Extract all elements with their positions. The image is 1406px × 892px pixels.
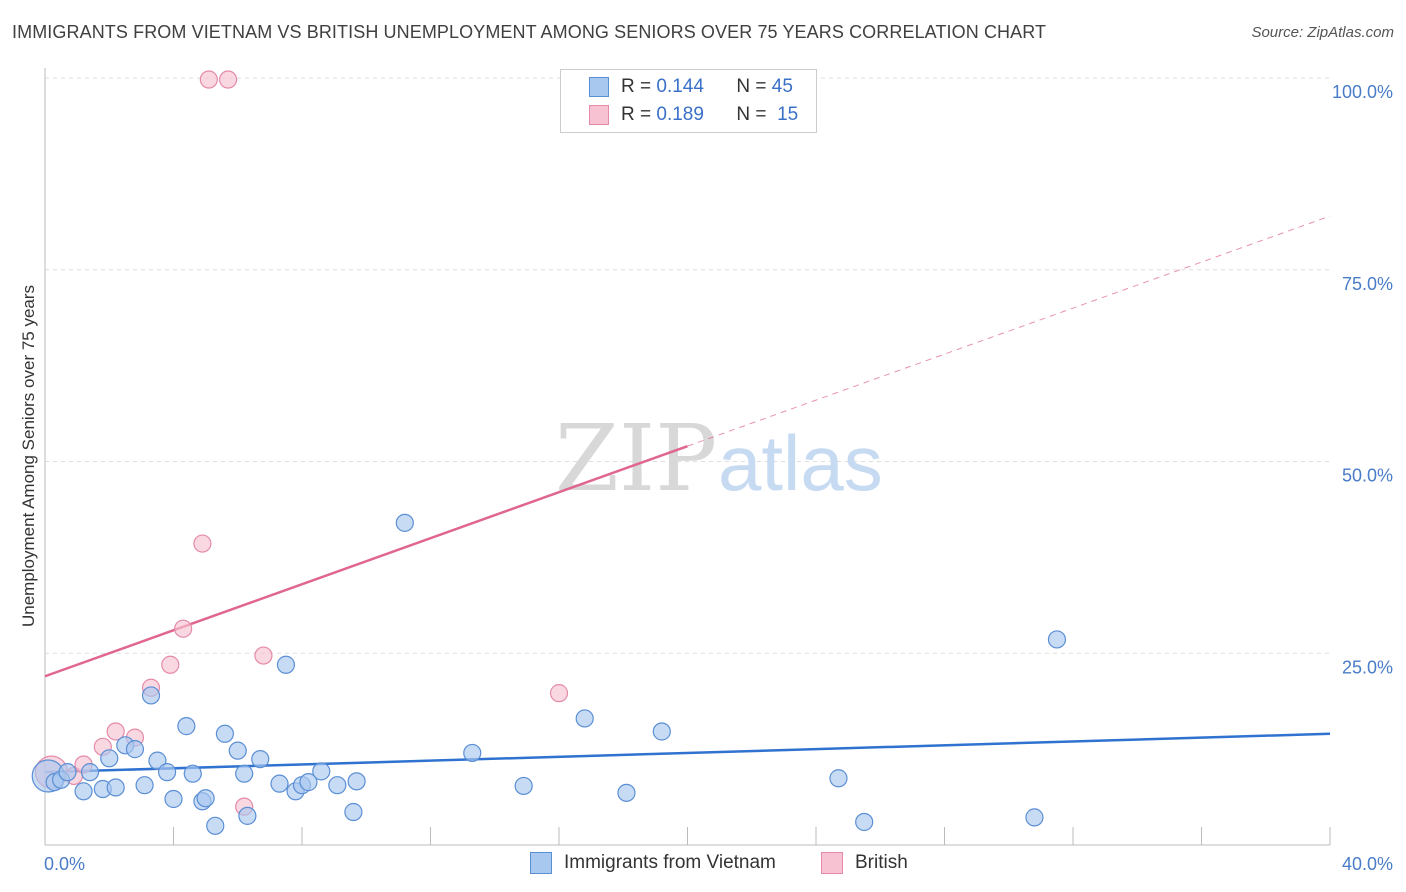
trend-line-british — [44, 444, 688, 678]
bottom-legend-vietnam: Immigrants from Vietnam — [530, 852, 776, 874]
point-vietnam — [276, 655, 296, 674]
watermark: ZIP atlas — [555, 405, 883, 512]
point-vietnam — [135, 776, 154, 795]
bottom-legend-swatch-vietnam — [530, 852, 552, 874]
point-vietnam — [58, 763, 77, 782]
point-vietnam — [100, 749, 119, 768]
bottom-legend-british: British — [821, 852, 908, 874]
bottom-legend-label-british: British — [855, 852, 908, 873]
point-vietnam — [514, 776, 533, 796]
point-british — [199, 70, 218, 89]
legend-n-label: N = — [736, 76, 767, 97]
point-vietnam — [270, 774, 289, 793]
legend-r-label: R = — [621, 76, 652, 97]
point-vietnam — [652, 722, 671, 741]
axes — [44, 68, 1331, 846]
point-vietnam — [157, 763, 177, 782]
x-tick-label: 40.0% — [1342, 854, 1393, 874]
point-vietnam — [106, 778, 125, 797]
legend-n-label: N = — [736, 104, 767, 125]
point-vietnam — [177, 717, 196, 736]
point-vietnam — [196, 789, 215, 808]
x-tick-label: 0.0% — [44, 854, 85, 874]
point-vietnam — [395, 513, 414, 532]
gridlines — [45, 77, 1330, 654]
point-british — [254, 646, 273, 665]
point-vietnam — [344, 802, 363, 822]
watermark-atlas: atlas — [718, 419, 883, 507]
point-british — [161, 655, 180, 674]
point-british — [549, 684, 569, 703]
point-british — [106, 722, 125, 741]
y-tick-label: 50.0% — [1342, 466, 1393, 486]
point-vietnam — [141, 686, 161, 705]
bottom-legend-swatch-british — [821, 852, 843, 874]
point-vietnam — [617, 783, 636, 802]
y-tick-label: 75.0% — [1342, 274, 1393, 294]
correlation-legend: R = 0.144 N = 45 R = 0.189 N = 15 — [560, 69, 817, 133]
point-british — [193, 534, 212, 553]
point-vietnam — [74, 782, 93, 801]
point-vietnam — [1025, 808, 1044, 827]
y-axis-label: Unemployment Among Seniors over 75 years — [19, 285, 38, 627]
data-points — [31, 70, 1067, 835]
point-vietnam — [206, 816, 225, 835]
point-british — [174, 619, 193, 638]
legend-r-value-british: 0.189 — [656, 104, 704, 125]
point-vietnam — [251, 749, 270, 769]
chart-title: IMMIGRANTS FROM VIETNAM VS BRITISH UNEMP… — [12, 22, 1047, 42]
legend-row-vietnam: R = 0.144 N = 45 — [561, 73, 793, 101]
point-vietnam — [183, 764, 202, 783]
point-vietnam — [328, 776, 347, 795]
x-tick-labels: 0.0% 40.0% — [44, 854, 1393, 874]
y-tick-label: 25.0% — [1342, 657, 1393, 677]
legend-r-label: R = — [621, 104, 652, 125]
point-vietnam — [215, 724, 234, 743]
watermark-zip: ZIP — [555, 405, 717, 512]
point-vietnam — [347, 772, 366, 791]
y-tick-labels: 25.0% 50.0% 75.0% 100.0% — [1332, 82, 1393, 677]
legend-swatch-british — [589, 105, 609, 125]
point-vietnam — [238, 806, 257, 825]
point-vietnam — [575, 709, 594, 728]
point-vietnam — [312, 762, 331, 781]
y-tick-label: 100.0% — [1332, 82, 1393, 102]
bottom-legend-label-vietnam: Immigrants from Vietnam — [564, 852, 776, 873]
point-vietnam — [855, 812, 874, 832]
legend-n-value-vietnam: 45 — [771, 76, 793, 97]
source-credit: Source: ZipAtlas.com — [1251, 24, 1394, 41]
legend-r-value-vietnam: 0.144 — [656, 76, 704, 97]
legend-row-british: R = 0.189 N = 15 — [561, 101, 798, 129]
point-vietnam — [164, 789, 183, 809]
point-vietnam — [1047, 630, 1067, 649]
point-vietnam — [80, 763, 100, 782]
legend-swatch-vietnam — [589, 77, 609, 97]
legend-n-value-british: 15 — [777, 104, 799, 125]
point-vietnam — [235, 764, 254, 783]
trend-line-british-projection — [687, 215, 1331, 447]
point-british — [219, 70, 238, 89]
point-vietnam — [125, 740, 145, 759]
point-vietnam — [299, 773, 318, 792]
point-vietnam — [228, 741, 247, 760]
point-vietnam — [829, 769, 848, 788]
point-vietnam — [463, 743, 482, 763]
